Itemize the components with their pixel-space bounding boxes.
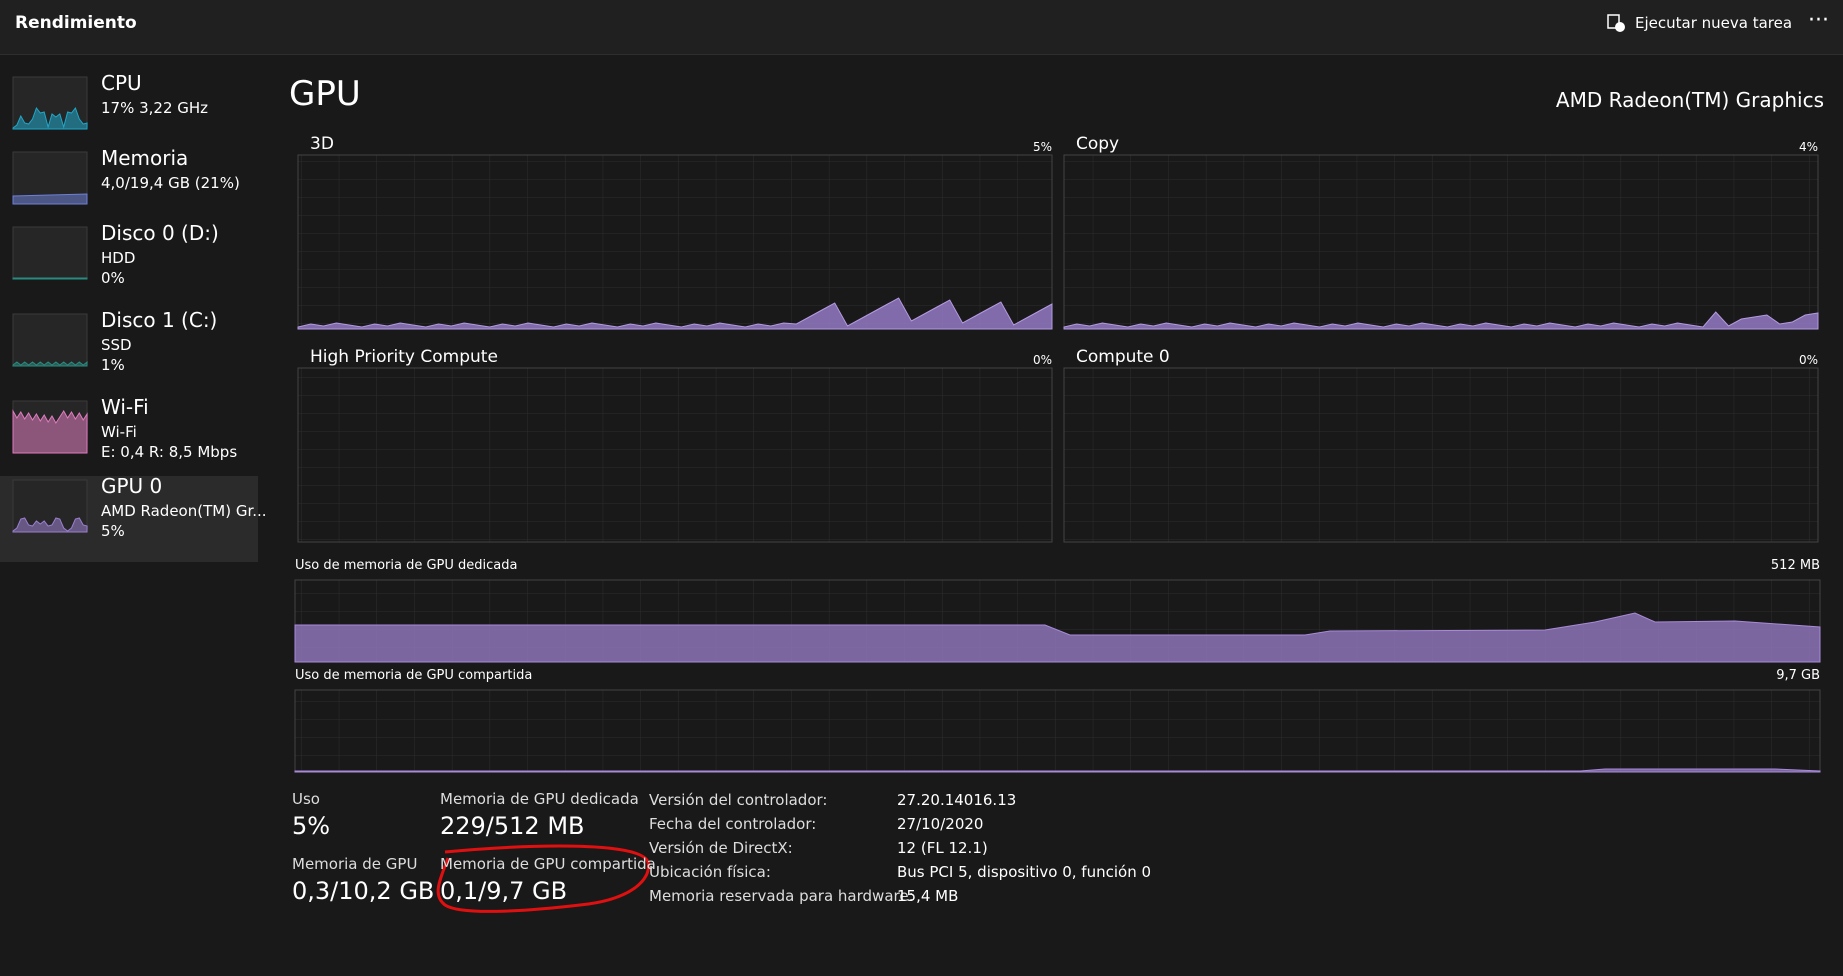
memory-graph-max: 512 MB xyxy=(1770,558,1820,573)
stat-label: Uso xyxy=(292,790,320,808)
detail-value: 15,4 MB xyxy=(897,887,959,905)
sidebar-item-detail: HDD xyxy=(101,249,136,267)
engine-usage xyxy=(297,297,1053,330)
engine-max: 4% xyxy=(1798,140,1818,154)
sidebar-sparkline xyxy=(12,106,88,130)
engine-label: Compute 0 xyxy=(1076,347,1170,367)
stat-label: Memoria de GPU dedicada xyxy=(440,790,639,808)
sidebar-item-detail: 17% 3,22 GHz xyxy=(101,99,209,117)
device-name: AMD Radeon(TM) Graphics xyxy=(1555,88,1824,112)
sidebar-item-name[interactable]: Wi-Fi xyxy=(101,395,149,419)
memory-graph xyxy=(294,689,1821,773)
engine-label: Copy xyxy=(1076,134,1120,154)
sidebar-thumbnail xyxy=(12,226,88,280)
header-title: Rendimiento xyxy=(15,13,137,33)
sidebar-item-detail: AMD Radeon(TM) Gr... xyxy=(101,502,267,520)
memory-graph-label: Uso de memoria de GPU compartida xyxy=(295,668,533,683)
detail-value: 12 (FL 12.1) xyxy=(897,839,988,857)
detail-key: Memoria reservada para hardware: xyxy=(649,887,914,905)
detail-key: Versión de DirectX: xyxy=(649,839,793,857)
stat-value: 229/512 MB xyxy=(440,812,585,840)
memory-graph-max: 9,7 GB xyxy=(1776,668,1820,683)
sidebar-sparkline xyxy=(12,409,88,454)
engine-graph xyxy=(297,367,1053,543)
detail-key: Fecha del controlador: xyxy=(649,815,817,833)
sidebar-item-detail: SSD xyxy=(101,336,132,354)
engine-graph xyxy=(297,154,1053,330)
sidebar-item-name[interactable]: Memoria xyxy=(101,146,189,170)
sidebar-item-detail: 1% xyxy=(101,356,125,374)
sidebar-thumbnail xyxy=(12,313,88,367)
sidebar-item-detail: 5% xyxy=(101,522,125,540)
engine-graph xyxy=(1063,367,1819,543)
more-button[interactable]: ··· xyxy=(1808,8,1829,33)
page-title: GPU xyxy=(289,74,361,114)
engine-label: 3D xyxy=(310,134,334,154)
stat-value: 5% xyxy=(292,812,331,840)
sidebar-item-detail: E: 0,4 R: 8,5 Mbps xyxy=(101,443,238,461)
sidebar-item-name[interactable]: Disco 1 (C:) xyxy=(101,308,218,332)
engine-label: High Priority Compute xyxy=(310,347,498,367)
detail-value: 27/10/2020 xyxy=(897,815,984,833)
sidebar-item-name[interactable]: Disco 0 (D:) xyxy=(101,221,219,245)
engine-max: 0% xyxy=(1032,353,1052,367)
stat-label: Memoria de GPU xyxy=(292,855,418,873)
detail-value: 27.20.14016.13 xyxy=(897,791,1017,809)
sidebar-item-detail: 4,0/19,4 GB (21%) xyxy=(101,174,240,192)
stat-value: 0,3/10,2 GB xyxy=(292,877,435,905)
engine-max: 0% xyxy=(1798,353,1818,367)
engine-max: 5% xyxy=(1032,140,1052,154)
red-annotation xyxy=(436,844,650,913)
header xyxy=(0,0,1843,55)
detail-key: Ubicación física: xyxy=(649,863,771,881)
sidebar-sparkline xyxy=(12,360,88,367)
sidebar-sparkline xyxy=(12,517,88,533)
sidebar-sparkline xyxy=(12,277,88,280)
memory-usage xyxy=(294,768,1821,773)
sidebar-item-detail: Wi-Fi xyxy=(101,423,137,441)
stat-value: 0,1/9,7 GB xyxy=(440,877,568,905)
sidebar-item-detail: 0% xyxy=(101,269,125,287)
sidebar-sparkline xyxy=(12,193,88,205)
memory-graph-label: Uso de memoria de GPU dedicada xyxy=(295,558,518,573)
stat-label: Memoria de GPU compartida xyxy=(440,855,656,873)
memory-usage xyxy=(294,612,1821,663)
new-task-icon[interactable] xyxy=(1606,13,1626,33)
engine-usage xyxy=(1063,311,1819,330)
detail-value: Bus PCI 5, dispositivo 0, función 0 xyxy=(897,863,1152,881)
detail-key: Versión del controlador: xyxy=(649,791,828,809)
new-task-button[interactable]: Ejecutar nueva tarea xyxy=(1635,14,1793,32)
engine-graph xyxy=(1063,154,1819,330)
sidebar-item-name[interactable]: GPU 0 xyxy=(101,474,163,498)
sidebar-item-name[interactable]: CPU xyxy=(101,71,142,95)
